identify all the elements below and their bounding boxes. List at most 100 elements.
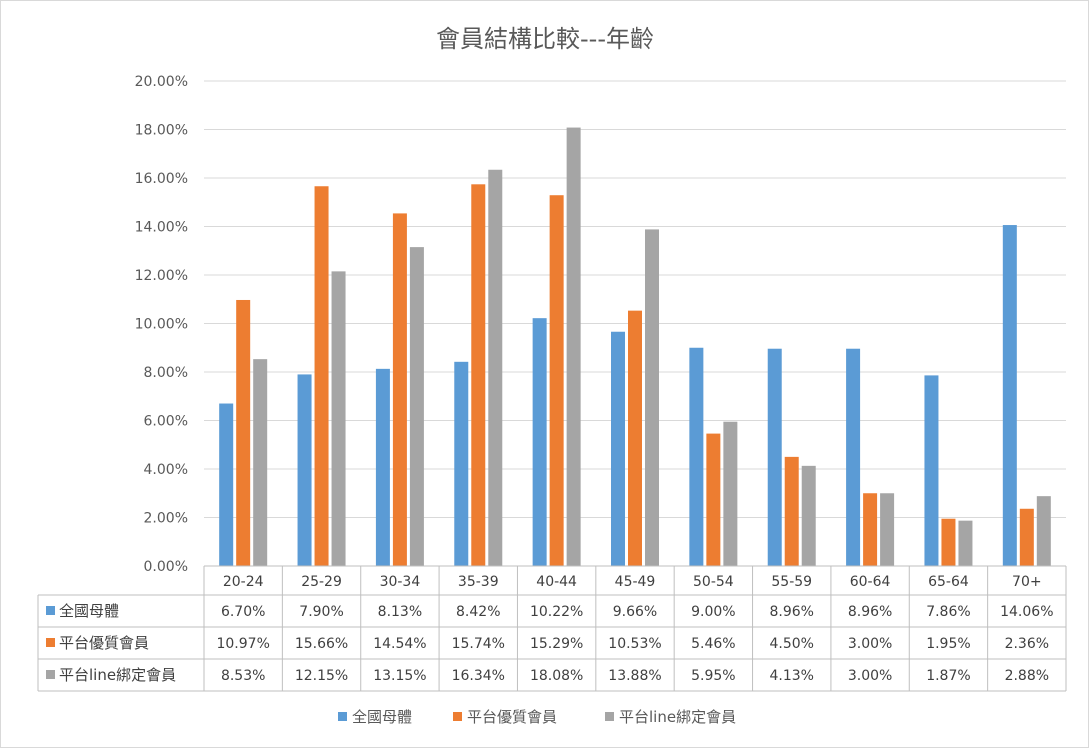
bar — [409, 247, 424, 567]
category-label: 50-54 — [693, 574, 734, 590]
data-cell: 1.95% — [926, 636, 970, 652]
data-cell: 7.86% — [926, 604, 970, 620]
bar — [958, 520, 973, 566]
bar — [392, 213, 407, 566]
category-label: 20-24 — [223, 574, 264, 590]
bar — [375, 368, 390, 566]
data-cell: 9.66% — [613, 604, 657, 620]
series-name: 全國母體 — [59, 602, 119, 620]
data-cell: 10.22% — [530, 604, 583, 620]
bar — [331, 271, 346, 566]
data-cell: 3.00% — [848, 636, 892, 652]
bar — [454, 361, 469, 566]
data-cell: 8.96% — [769, 604, 813, 620]
bar — [253, 359, 268, 566]
data-cell: 2.36% — [1005, 636, 1049, 652]
data-cell: 1.87% — [926, 668, 970, 684]
series-color-key — [46, 670, 55, 679]
data-cell: 4.50% — [769, 636, 813, 652]
bar — [723, 421, 738, 566]
data-cell: 8.53% — [221, 668, 265, 684]
y-tick-label: 10.00% — [135, 317, 188, 333]
data-cell: 12.15% — [295, 668, 348, 684]
bar — [863, 493, 878, 566]
bar — [549, 195, 564, 566]
bar — [236, 299, 251, 566]
data-cell: 8.42% — [456, 604, 500, 620]
legend-swatch — [338, 712, 347, 721]
category-label: 65-64 — [928, 574, 969, 590]
bar — [645, 229, 659, 566]
bar — [471, 184, 486, 566]
category-label: 55-59 — [771, 574, 812, 590]
data-cell: 15.74% — [452, 636, 505, 652]
y-tick-label: 12.00% — [135, 268, 188, 284]
category-label: 30-34 — [380, 574, 421, 590]
y-tick-label: 18.00% — [135, 123, 188, 139]
bar — [297, 374, 312, 566]
bar — [941, 518, 956, 566]
bar — [532, 318, 547, 566]
data-cell: 15.29% — [530, 636, 583, 652]
bar — [488, 169, 503, 566]
legend: 全國母體 平台優質會員 平台line綁定會員 — [338, 708, 736, 726]
data-cell: 6.70% — [221, 604, 265, 620]
legend-swatch — [605, 712, 614, 721]
bar — [219, 403, 234, 566]
data-cell: 13.88% — [608, 668, 661, 684]
legend-label: 平台優質會員 — [467, 708, 557, 726]
legend-label: 平台line綁定會員 — [619, 708, 736, 726]
bar — [314, 186, 329, 566]
bar — [1036, 496, 1051, 566]
category-label: 25-29 — [301, 574, 342, 590]
chart-title: 會員結構比較---年齡 — [436, 25, 654, 53]
bar — [689, 347, 704, 566]
data-cell: 3.00% — [848, 668, 892, 684]
data-cell: 14.06% — [1000, 604, 1053, 620]
data-cell: 10.97% — [216, 636, 269, 652]
bar — [706, 433, 721, 566]
series-color-key — [46, 638, 55, 647]
bar — [846, 348, 861, 566]
series-name: 平台line綁定會員 — [59, 666, 176, 684]
y-tick-label: 14.00% — [135, 220, 188, 236]
data-cell: 8.13% — [378, 604, 422, 620]
category-label: 60-64 — [850, 574, 891, 590]
y-tick-label: 2.00% — [144, 511, 188, 527]
bar — [1019, 508, 1034, 566]
y-axis-tick-labels: 0.00% 2.00% 4.00% 6.00% 8.00% 10.00% 12.00% 14.… — [135, 74, 188, 575]
y-tick-label: 6.00% — [144, 414, 188, 430]
data-cell: 5.46% — [691, 636, 735, 652]
bar — [880, 493, 895, 566]
data-cell: 4.13% — [769, 668, 813, 684]
data-cell: 9.00% — [691, 604, 735, 620]
bar — [611, 331, 625, 566]
bar — [924, 375, 939, 566]
y-tick-label: 20.00% — [135, 74, 188, 90]
data-cell: 18.08% — [530, 668, 583, 684]
data-cell: 2.88% — [1005, 668, 1049, 684]
y-tick-label: 8.00% — [144, 365, 188, 381]
data-cell: 10.53% — [608, 636, 661, 652]
category-label: 45-49 — [615, 574, 656, 590]
bar — [566, 127, 581, 566]
category-label: 40-44 — [536, 574, 577, 590]
bar — [767, 348, 782, 566]
bar — [801, 465, 816, 566]
data-table: 20-24 25-29 30-34 35-39 40-44 45-49 50-54 55-59… — [37, 565, 1067, 692]
legend-label: 全國母體 — [352, 708, 412, 726]
category-label: 35-39 — [458, 574, 499, 590]
data-cell: 14.54% — [373, 636, 426, 652]
category-label: 70+ — [1012, 574, 1042, 590]
data-cell: 15.66% — [295, 636, 348, 652]
legend-swatch — [453, 712, 462, 721]
data-cell: 16.34% — [452, 668, 505, 684]
data-cell: 8.96% — [848, 604, 892, 620]
data-cell: 13.15% — [373, 668, 426, 684]
data-cell: 7.90% — [299, 604, 343, 620]
bars — [219, 127, 1051, 567]
series-color-key — [46, 606, 55, 615]
bar — [628, 310, 642, 566]
